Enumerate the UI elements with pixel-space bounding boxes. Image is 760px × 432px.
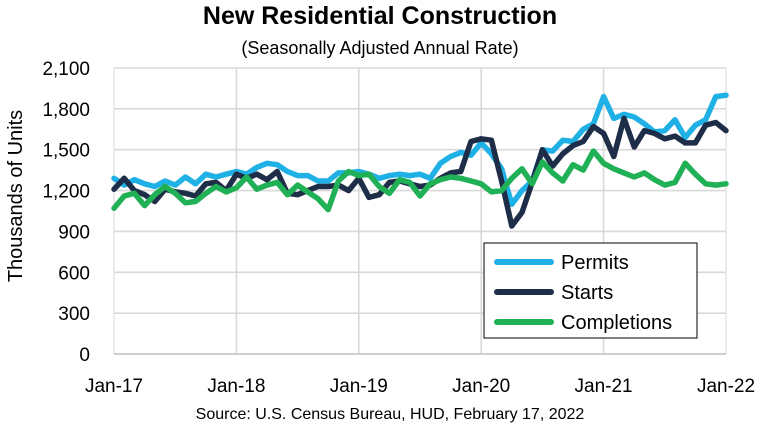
series-line-permits [111,92,729,207]
legend: Permits Starts Completions [483,242,698,339]
x-tick-label: Jan-19 [330,376,388,397]
y-tick-label: 300 [58,304,90,325]
y-tick-label: 2,100 [42,59,90,80]
y-tick-label: 600 [58,263,90,284]
y-tick-label: 0 [79,345,90,366]
legend-label-completions: Completions [561,312,672,334]
y-tick-label: 1,200 [42,182,90,203]
chart-subtitle: (Seasonally Adjusted Annual Rate) [241,38,519,58]
chart-title: New Residential Construction [202,2,558,30]
series-line-completions [111,148,729,213]
x-tick-label: Jan-22 [697,376,755,397]
source-note: Source: U.S. Census Bureau, HUD, Februar… [195,406,585,423]
y-tick-label: 1,500 [42,141,90,162]
y-tick-label: 900 [58,222,90,243]
y-axis-label: Thousands of Units [5,110,27,282]
y-tick-label: 1,800 [42,100,90,121]
x-tick-label: Jan-18 [207,376,265,397]
x-tick-label: Jan-17 [85,376,143,397]
legend-label-permits: Permits [561,252,629,274]
series-line-starts [111,115,729,229]
x-tick-label: Jan-20 [452,376,510,397]
x-tick-label: Jan-21 [575,376,633,397]
legend-label-starts: Starts [561,282,613,304]
